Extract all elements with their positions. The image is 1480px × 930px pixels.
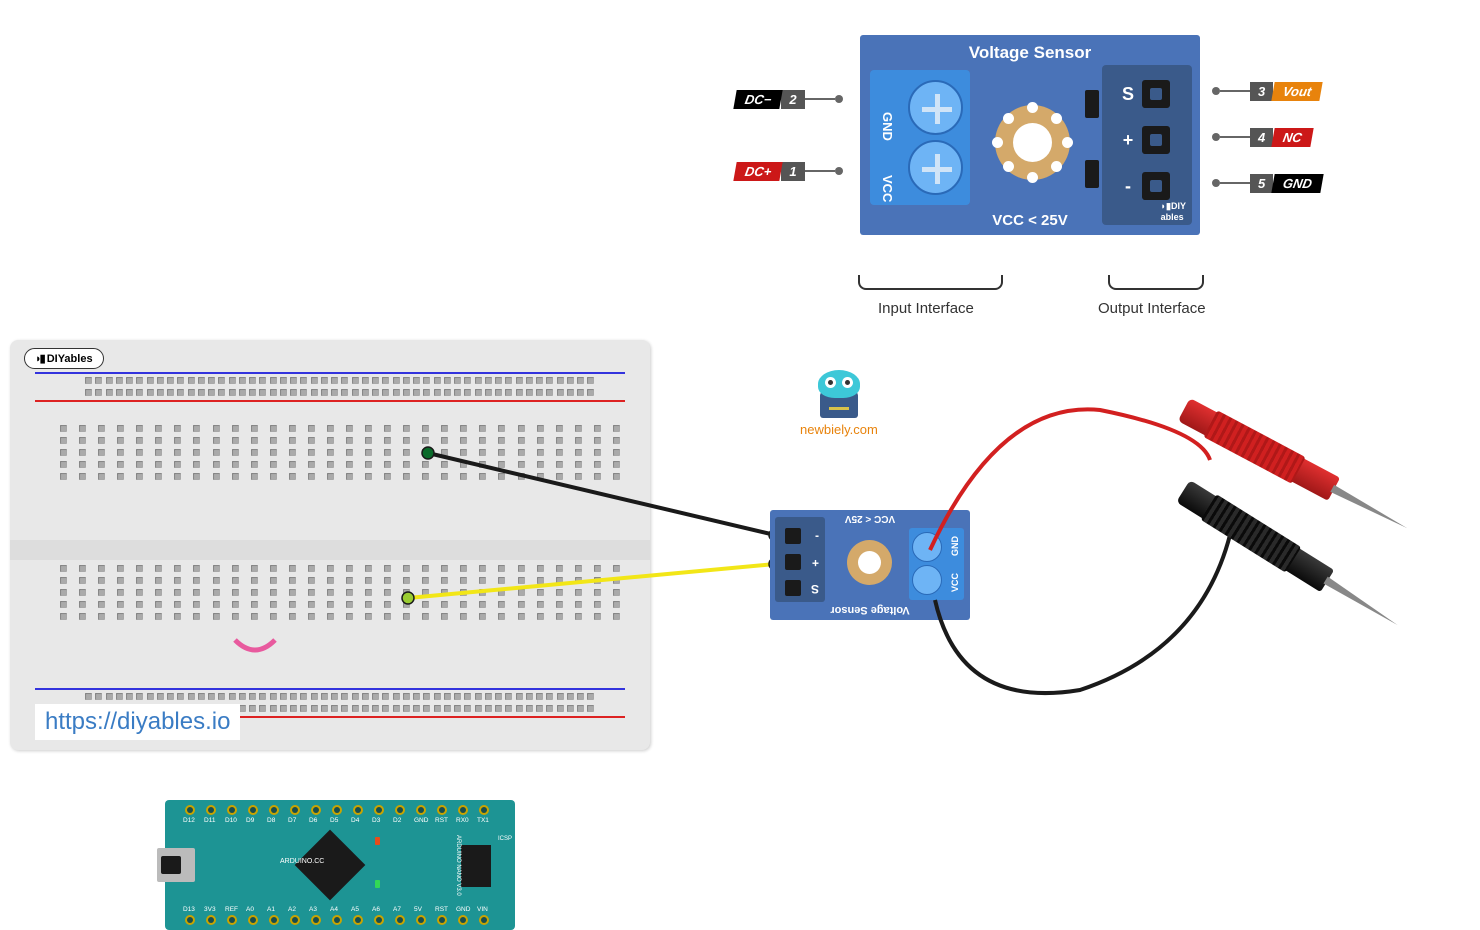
red-probe-wire (930, 409, 1210, 550)
input-terminal-block: GND VCC (870, 70, 970, 205)
diy-logo-small: ◗▮DIYables (1161, 201, 1186, 222)
diyables-badge: DIYables (24, 348, 104, 369)
input-interface-label: Input Interface (878, 300, 974, 317)
plus-pin: + (1117, 121, 1175, 159)
arduino-cc-label: ARDUINO.CC (280, 858, 324, 865)
led-indicator (375, 837, 380, 845)
output-section: S + - ◗▮DIYables (1102, 65, 1192, 225)
voltage-sensor-diagram: Voltage Sensor VCC < 25V GND VCC (840, 35, 1220, 235)
smd-component (1085, 160, 1099, 188)
output-interface-label: Output Interface (1098, 300, 1206, 317)
black-probe-wire (935, 535, 1230, 693)
usb-port (157, 848, 195, 882)
vcc-limit-label: VCC < 25V (992, 212, 1067, 229)
arduino-nano: D12D11D10D9D8D7D6D5D4D3D2GNDRSTRX0TX1 D1… (165, 800, 515, 930)
vcc-terminal-label: VCC (880, 175, 895, 202)
minus-pin: - (1117, 167, 1175, 205)
sensor-body: Voltage Sensor VCC < 25V GND VCC (860, 35, 1200, 235)
black-wire (420, 445, 790, 555)
url-link: https://diyables.io (35, 704, 240, 740)
output-bracket (1108, 275, 1204, 290)
gnd-terminal-label: GND (880, 112, 895, 141)
input-bracket (858, 275, 1003, 290)
arduino-model-label: ARDUINO NANO V3.0 (455, 835, 461, 896)
icsp-label: ICSP (498, 836, 512, 842)
vout-callout: 3 Vout (1212, 80, 1322, 102)
mounting-hole (995, 105, 1070, 180)
icsp-header (461, 845, 491, 887)
s-pin: S (1117, 75, 1175, 113)
jumper-wire (230, 635, 280, 660)
vcc-terminal (908, 140, 963, 195)
led-indicator (375, 880, 380, 888)
gnd-callout: 5 GND (1212, 172, 1322, 194)
microcontroller-chip (295, 830, 366, 901)
smd-component (1085, 90, 1099, 118)
nc-callout: 4 NC (1212, 126, 1312, 148)
gnd-terminal (908, 80, 963, 135)
sensor-title: Voltage Sensor (969, 43, 1092, 63)
dc-plus-callout: 1 DC+ (735, 160, 843, 182)
newbiely-logo: newbiely.com (800, 370, 878, 437)
yellow-wire (400, 556, 790, 606)
dc-minus-callout: 2 DC− (735, 88, 843, 110)
